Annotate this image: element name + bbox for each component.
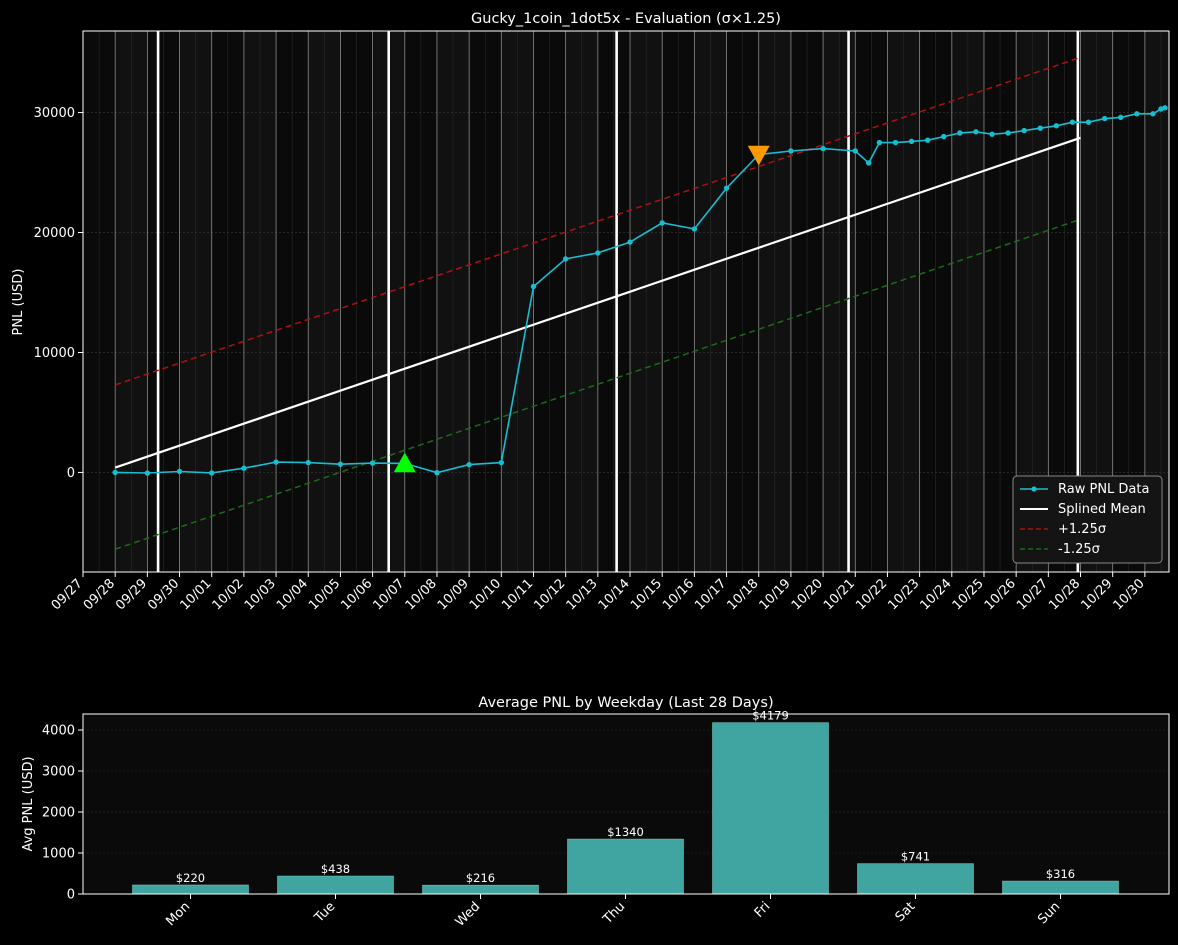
raw-pnl-point <box>1134 111 1140 117</box>
bar-fri <box>712 722 829 895</box>
legend-item-upper: +1.25σ <box>1020 522 1106 537</box>
raw-pnl-point <box>241 465 247 471</box>
bar-sat <box>857 863 974 895</box>
legend: Raw PNL Data Splined Mean +1.25σ -1.25σ <box>1012 475 1163 564</box>
bar-mon <box>132 884 249 895</box>
raw-pnl-point <box>498 459 505 466</box>
raw-pnl-point <box>337 461 344 467</box>
raw-pnl-point <box>1101 115 1108 122</box>
legend-label-raw: Raw PNL Data <box>1058 482 1149 497</box>
raw-pnl-point <box>1005 130 1011 136</box>
legend-item-raw: Raw PNL Data <box>1020 482 1149 497</box>
bottom-chart-title: Average PNL by Weekday (Last 28 Days) <box>478 695 773 711</box>
raw-pnl-point <box>1037 125 1043 131</box>
bar-value-label: $316 <box>1046 867 1075 881</box>
bar-value-label: $220 <box>176 871 205 885</box>
raw-pnl-point <box>973 129 979 135</box>
raw-pnl-point <box>691 226 698 232</box>
raw-pnl-point <box>1069 119 1076 125</box>
bottom-y-ticks: 0 1000 2000 3000 4000 <box>42 723 83 903</box>
raw-pnl-point <box>852 148 858 154</box>
top-y-axis-label: PNL (USD) <box>11 269 26 336</box>
raw-pnl-point <box>908 138 915 145</box>
series-line-1 <box>114 136 1081 469</box>
raw-pnl-point <box>466 461 472 468</box>
bar-value-label: $4179 <box>752 709 789 723</box>
bar-thu <box>567 838 684 895</box>
weekday-pnl-chart: $220 $438 $216 $1340 $4179 $741 $316 0 1000 2000… <box>21 695 1170 930</box>
raw-pnl-point <box>1150 111 1156 117</box>
bottom-y-tick-label: 3000 <box>42 764 75 779</box>
raw-pnl-point <box>1021 127 1027 134</box>
bar-sun <box>1002 880 1119 895</box>
y-tick-label: 0 <box>67 466 75 481</box>
legend-item-lower: -1.25σ <box>1020 542 1100 557</box>
raw-pnl-point <box>1053 123 1060 129</box>
raw-pnl-point <box>627 239 633 245</box>
y-tick-label: 20000 <box>34 226 75 241</box>
bottom-y-tick-label: 2000 <box>42 805 75 820</box>
raw-pnl-point <box>788 148 794 154</box>
raw-pnl-point <box>144 470 151 476</box>
raw-pnl-point <box>1118 114 1124 121</box>
y-tick-label: 30000 <box>34 106 75 121</box>
legend-label-upper: +1.25σ <box>1058 522 1106 537</box>
raw-pnl-point <box>369 460 376 466</box>
raw-pnl-point <box>957 130 963 136</box>
raw-pnl-point <box>924 137 931 143</box>
bottom-y-tick-label: 0 <box>67 888 75 903</box>
top-chart-title: Gucky_1coin_1dot5x - Evaluation (σ×1.25) <box>471 11 781 27</box>
raw-pnl-point <box>659 220 665 226</box>
top-plot-frame <box>82 30 1170 573</box>
legend-marker-raw <box>1031 486 1037 492</box>
bar-tue <box>277 875 394 895</box>
raw-pnl-point <box>434 469 440 476</box>
raw-pnl-point <box>989 131 995 137</box>
raw-pnl-point <box>595 250 601 256</box>
y-tick-label: 10000 <box>34 346 75 361</box>
raw-pnl-point <box>820 145 826 152</box>
raw-pnl-point <box>1162 105 1168 111</box>
buy-marker <box>393 452 416 473</box>
bottom-y-axis-label: Avg PNL (USD) <box>21 756 36 851</box>
raw-pnl-point <box>941 133 947 140</box>
series-line-3 <box>114 218 1081 550</box>
top-y-ticks: 0 10000 20000 30000 <box>34 106 83 481</box>
raw-pnl-point <box>305 459 311 466</box>
sell-marker <box>747 145 770 166</box>
raw-pnl-point <box>865 160 872 166</box>
bottom-y-tick-label: 1000 <box>42 846 75 861</box>
raw-pnl-point <box>1085 119 1092 125</box>
bar-value-label: $1340 <box>607 825 644 839</box>
weekday-bars: $220 $438 $216 $1340 $4179 $741 $316 <box>132 709 1119 895</box>
raw-pnl-point <box>273 459 279 465</box>
raw-pnl-point <box>530 283 537 290</box>
legend-label-lower: -1.25σ <box>1058 542 1100 557</box>
top-series <box>112 56 1168 550</box>
raw-pnl-point <box>176 468 183 475</box>
legend-label-mean: Splined Mean <box>1058 502 1146 517</box>
raw-pnl-point <box>112 469 118 476</box>
bar-value-label: $216 <box>466 871 495 885</box>
bar-value-label: $438 <box>321 862 350 876</box>
trade-markers <box>393 145 770 473</box>
bar-value-label: $741 <box>901 850 930 864</box>
raw-pnl-point <box>876 139 883 146</box>
raw-pnl-point <box>562 256 569 262</box>
raw-pnl-point <box>723 185 730 191</box>
legend-box <box>1012 475 1163 564</box>
bar-wed <box>422 884 539 895</box>
raw-pnl-point <box>892 139 899 146</box>
raw-pnl-point <box>209 470 215 476</box>
legend-item-mean: Splined Mean <box>1020 502 1146 517</box>
bottom-y-tick-label: 4000 <box>42 723 75 738</box>
